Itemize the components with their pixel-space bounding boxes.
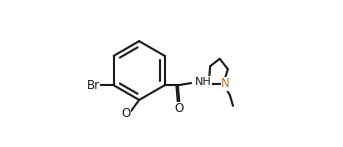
Text: N: N — [221, 77, 230, 90]
Text: O: O — [121, 107, 131, 120]
Text: NH: NH — [195, 77, 212, 87]
Text: Br: Br — [86, 79, 100, 92]
Text: O: O — [174, 102, 183, 115]
